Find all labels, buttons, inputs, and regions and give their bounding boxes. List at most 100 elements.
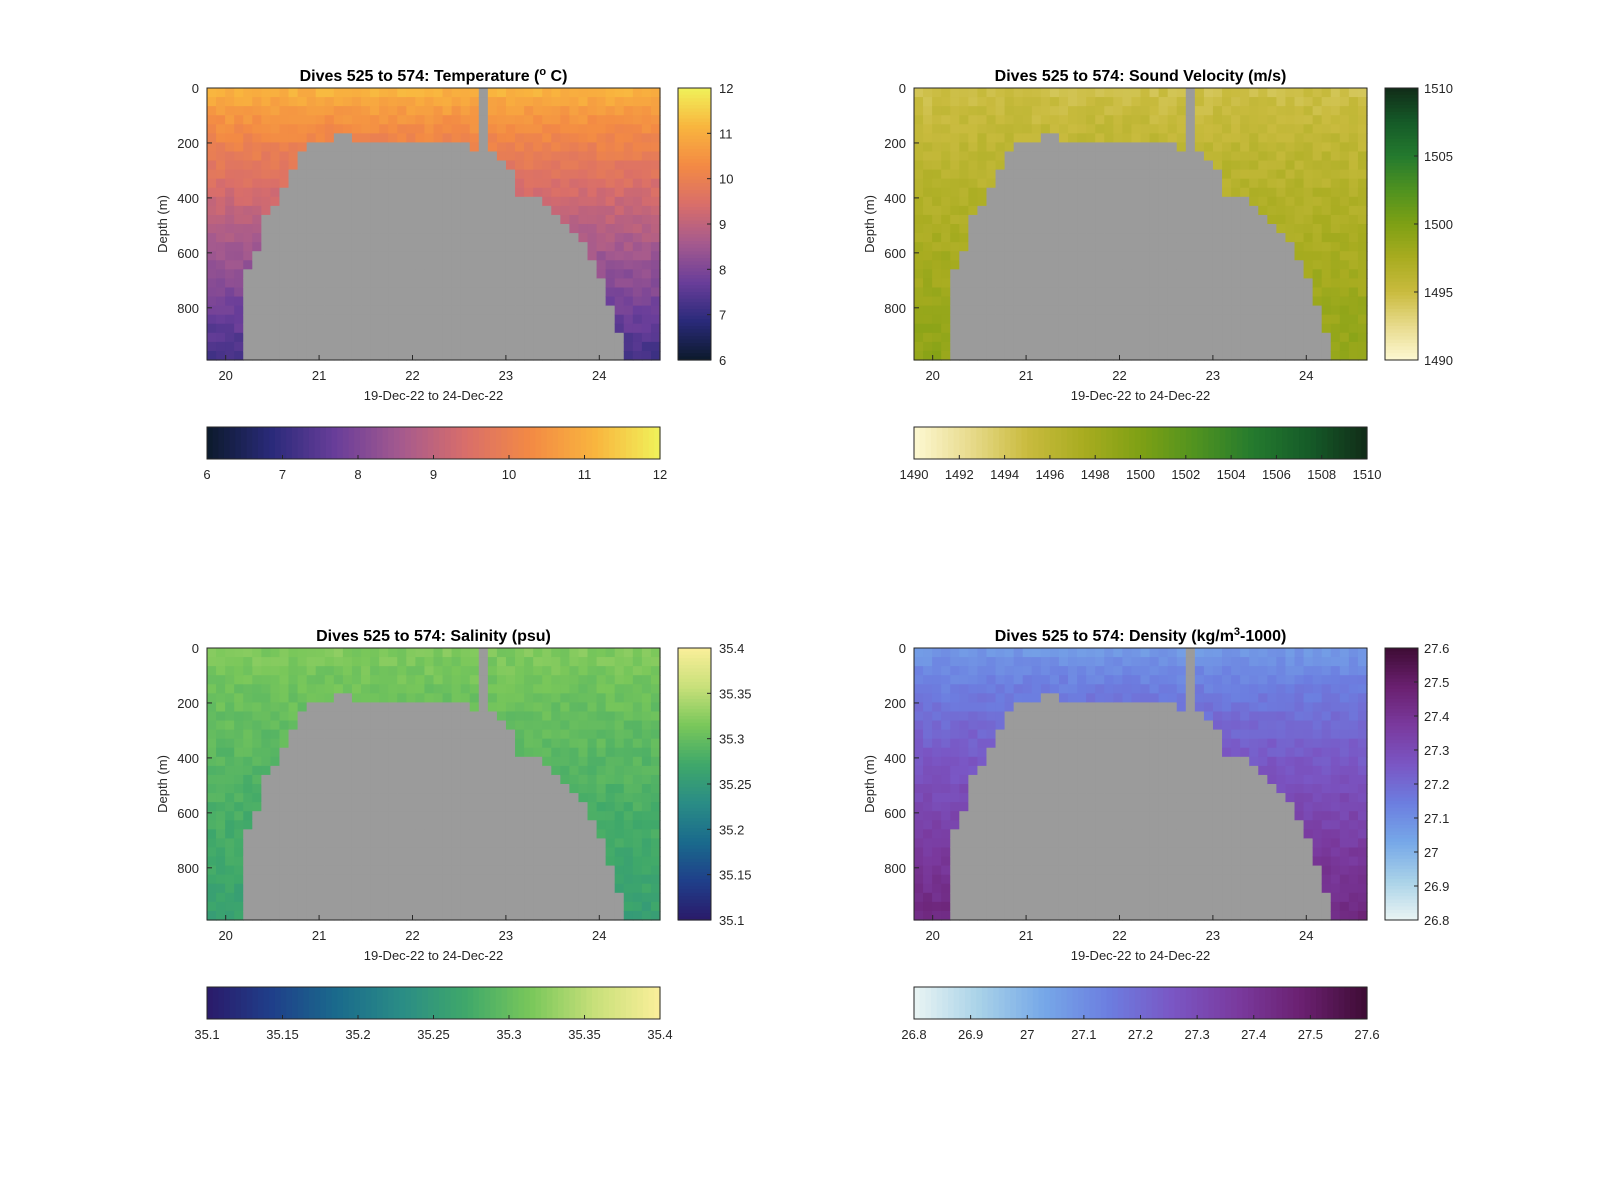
heatmap-cell <box>1049 323 1060 334</box>
heatmap-cell <box>315 341 326 352</box>
colorbar-segment <box>1032 427 1040 459</box>
heatmap-cell <box>1285 88 1296 98</box>
heatmap-cell <box>632 811 643 821</box>
heatmap-cell <box>424 350 435 361</box>
heatmap-cell <box>1086 142 1096 153</box>
heatmap-cell <box>424 883 435 894</box>
heatmap-cell <box>1131 97 1142 107</box>
heatmap-cell <box>986 178 997 189</box>
heatmap-cell <box>524 88 534 98</box>
colorbar-segment <box>678 353 711 358</box>
heatmap-cell <box>324 287 335 298</box>
heatmap-cell <box>1249 314 1259 325</box>
heatmap-cell <box>424 169 435 180</box>
colorbar-segment <box>959 427 966 459</box>
heatmap-cell <box>243 711 253 722</box>
heatmap-cell <box>605 142 616 153</box>
heatmap-cell <box>650 729 661 740</box>
colorbar-segment <box>678 281 711 286</box>
heatmap-cell <box>406 711 416 722</box>
heatmap-cell <box>306 829 317 839</box>
heatmap-cell <box>1176 332 1187 343</box>
heatmap-cell <box>478 269 489 279</box>
heatmap-cell <box>415 774 426 785</box>
heatmap-cell <box>1294 88 1305 98</box>
heatmap-cell <box>560 160 570 171</box>
heatmap-cell <box>560 269 570 279</box>
heatmap-cell <box>1013 151 1024 162</box>
heatmap-cell <box>270 305 281 316</box>
heatmap-cell <box>333 296 344 307</box>
heatmap-cell <box>361 693 371 703</box>
heatmap-cell <box>1303 332 1314 343</box>
heatmap-cell <box>379 693 389 703</box>
colorbar-segment <box>1385 166 1418 171</box>
heatmap-cell <box>542 133 552 143</box>
heatmap-cell <box>1212 106 1223 116</box>
heatmap-cell <box>1249 260 1259 270</box>
colorbar-segment <box>269 427 276 459</box>
heatmap-cell <box>578 196 589 207</box>
heatmap-cell <box>505 97 516 107</box>
heatmap-cell <box>1176 260 1187 270</box>
heatmap-cell <box>306 811 317 821</box>
heatmap-cell <box>288 269 299 279</box>
heatmap-cell <box>1176 88 1187 98</box>
heatmap-cell <box>279 838 290 849</box>
heatmap-cell <box>1149 115 1160 125</box>
heatmap-cell <box>469 314 480 325</box>
heatmap-cell <box>351 323 362 334</box>
heatmap-cell <box>1194 350 1205 361</box>
heatmap-cell <box>442 242 453 252</box>
heatmap-cell <box>1312 88 1323 98</box>
heatmap-cell <box>932 350 942 361</box>
heatmap-cell <box>524 811 534 821</box>
colorbar-segment <box>1321 427 1328 459</box>
heatmap-cell <box>623 666 634 676</box>
heatmap-cell <box>505 765 516 776</box>
heatmap-cell <box>433 133 444 143</box>
x-tick-label: 20 <box>218 368 232 383</box>
heatmap-cell <box>1122 187 1133 198</box>
heatmap-cell <box>551 242 561 252</box>
heatmap-cell <box>515 756 525 767</box>
heatmap-cell <box>977 260 988 270</box>
heatmap-cell <box>560 242 570 252</box>
heatmap-cell <box>243 829 253 839</box>
heatmap-cell <box>515 106 525 116</box>
heatmap-cell <box>288 296 299 307</box>
heatmap-cell <box>1212 296 1223 307</box>
heatmap-cell <box>442 169 453 180</box>
heatmap-cell <box>1040 287 1051 298</box>
heatmap-cell <box>270 883 281 894</box>
heatmap-cell <box>641 693 652 703</box>
heatmap-cell <box>533 820 543 830</box>
heatmap-cell <box>533 693 543 703</box>
heatmap-cell <box>1203 251 1214 261</box>
heatmap-cell <box>560 648 570 658</box>
heatmap-cell <box>1185 151 1196 162</box>
heatmap-cell <box>587 142 598 153</box>
heatmap-cell <box>551 901 561 912</box>
heatmap-cell <box>959 169 969 180</box>
heatmap-cell <box>469 350 480 361</box>
heatmap-cell <box>216 756 226 767</box>
heatmap-cell <box>977 160 988 171</box>
heatmap-cell <box>279 314 290 325</box>
heatmap-cell <box>959 88 969 98</box>
heatmap-cell <box>225 278 235 289</box>
heatmap-cell <box>216 793 226 803</box>
heatmap-cell <box>524 747 534 758</box>
heatmap-cell <box>596 811 607 821</box>
heatmap-cell <box>1140 178 1151 189</box>
heatmap-cell <box>351 251 362 261</box>
heatmap-cell <box>324 187 335 198</box>
heatmap-cell <box>505 260 516 270</box>
heatmap-cell <box>478 738 489 749</box>
heatmap-cell <box>288 765 299 776</box>
heatmap-cell <box>216 233 226 243</box>
heatmap-cell <box>968 278 979 289</box>
heatmap-cell <box>270 738 281 749</box>
heatmap-cell <box>1077 160 1087 171</box>
heatmap-cell <box>252 260 262 270</box>
